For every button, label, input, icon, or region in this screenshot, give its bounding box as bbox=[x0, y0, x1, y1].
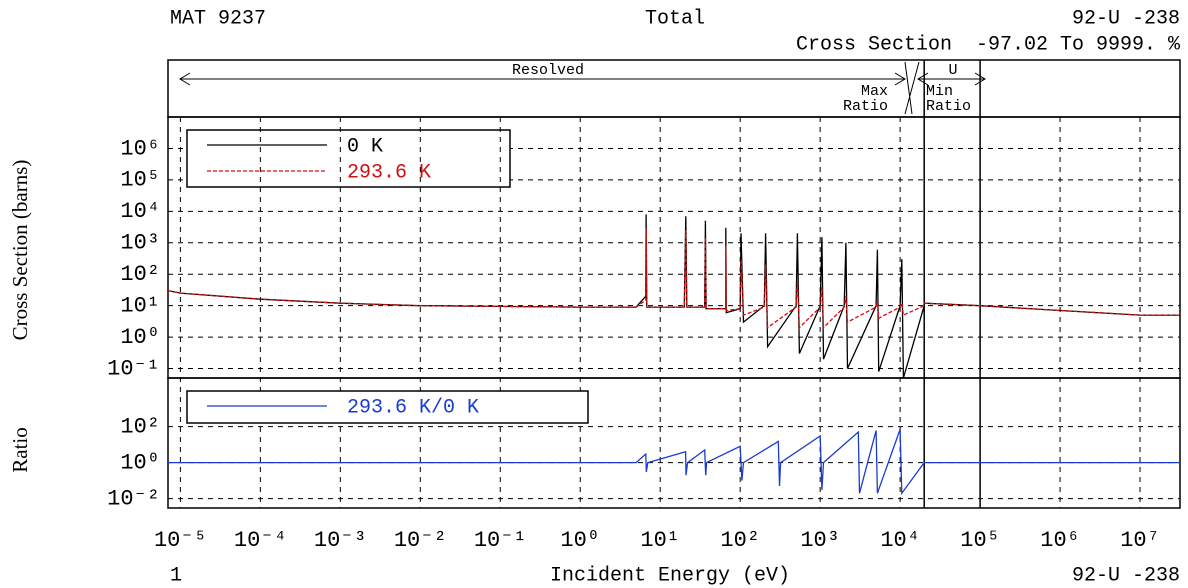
y-tick-label: 10² bbox=[120, 262, 160, 287]
y-tick-label: 10⁻¹ bbox=[107, 356, 160, 381]
x-tick-label: 10⁴ bbox=[880, 528, 920, 553]
resolved-arrowheads bbox=[179, 72, 906, 86]
y-tick-label: 10¹ bbox=[120, 293, 160, 318]
x-tick-label: 10² bbox=[720, 528, 760, 553]
x-tick-label: 10⁻⁴ bbox=[234, 528, 287, 553]
unresolved-label: U bbox=[948, 62, 957, 79]
resolved-label: Resolved bbox=[512, 62, 584, 79]
x-tick-label: 10⁵ bbox=[960, 528, 1000, 553]
max-ratio-label: Ratio bbox=[843, 98, 888, 115]
chart-subtitle: Cross Section -97.02 To 9999. % bbox=[796, 33, 1181, 56]
min-ratio-label: Min bbox=[926, 83, 953, 100]
y-tick-label: 10² bbox=[120, 414, 160, 439]
legend-box bbox=[186, 390, 589, 424]
y-axis-label: Ratio bbox=[8, 427, 32, 473]
legend-label: 0 K bbox=[347, 135, 383, 158]
y-tick-label: 10⁻² bbox=[107, 486, 160, 511]
region-band bbox=[167, 59, 1181, 118]
data-line bbox=[167, 214, 1180, 379]
page-number: 1 bbox=[170, 564, 182, 587]
y-tick-label: 10³ bbox=[120, 231, 160, 256]
material-label: 92-U -238 bbox=[1072, 564, 1180, 587]
mat-label: MAT 9237 bbox=[170, 7, 266, 30]
lower-frame bbox=[167, 377, 1181, 509]
max-ratio-label: Max bbox=[861, 83, 888, 100]
x-tick-label: 10¹ bbox=[640, 528, 680, 553]
legend-label: 293.6 K/0 K bbox=[347, 396, 479, 419]
legend-label: 293.6 K bbox=[347, 161, 431, 184]
ratio-pointers bbox=[904, 61, 920, 115]
y-axis-label: Cross Section (barns) bbox=[8, 160, 32, 341]
x-tick-label: 10⁰ bbox=[560, 528, 600, 553]
x-tick-label: 10⁻¹ bbox=[474, 528, 527, 553]
x-tick-label: 10³ bbox=[800, 528, 840, 553]
y-tick-label: 10⁵ bbox=[120, 168, 160, 193]
y-tick-label: 10⁶ bbox=[120, 136, 160, 161]
x-tick-label: 10⁻² bbox=[394, 528, 447, 553]
y-tick-label: 10⁰ bbox=[120, 325, 160, 350]
x-axis-label: Incident Energy (eV) bbox=[550, 564, 790, 587]
y-tick-label: 10⁴ bbox=[120, 199, 160, 224]
legend-box bbox=[186, 129, 511, 188]
x-tick-label: 10⁻³ bbox=[314, 528, 367, 553]
material-label: 92-U -238 bbox=[1072, 7, 1180, 30]
chart-title: Total bbox=[645, 7, 705, 30]
x-tick-label: 10⁻⁵ bbox=[154, 528, 207, 553]
y-tick-label: 10⁰ bbox=[120, 450, 160, 475]
data-line bbox=[168, 429, 1180, 496]
data-line bbox=[167, 227, 1180, 330]
x-tick-label: 10⁶ bbox=[1040, 528, 1080, 553]
min-ratio-label: Ratio bbox=[926, 98, 971, 115]
x-tick-label: 10⁷ bbox=[1120, 528, 1160, 553]
